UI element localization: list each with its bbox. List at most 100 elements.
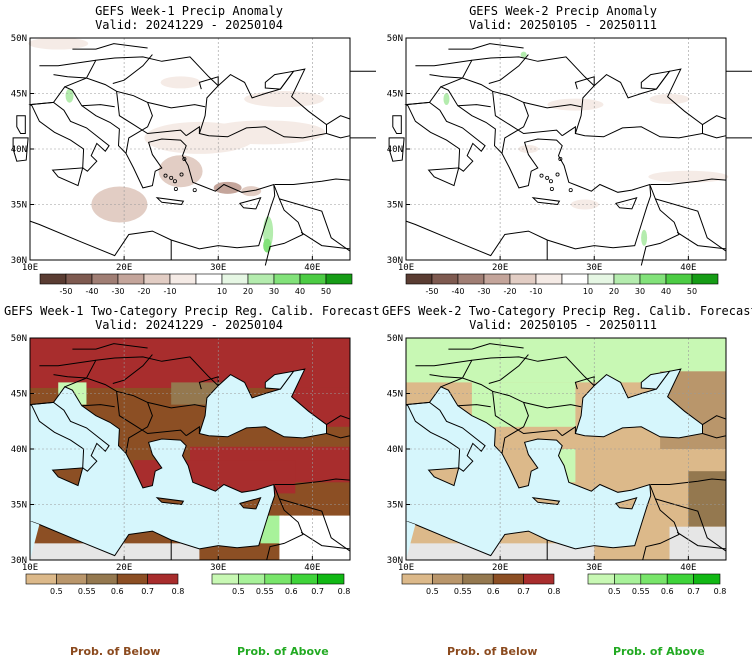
colorbar-swatch	[91, 273, 119, 285]
lon-label: 40E	[680, 263, 696, 270]
colorbar-label: 0.5	[50, 587, 63, 596]
colorbar-label: 0.55	[78, 587, 96, 596]
colorbar-label: -30	[111, 287, 124, 296]
panel3-valid: Valid: 20241229 - 20250104	[95, 318, 283, 332]
colorbar-swatch	[39, 273, 67, 285]
colorbar-swatch	[211, 573, 239, 585]
colorbar-label: 0.7	[517, 587, 530, 596]
colorbar-label: 50	[321, 287, 331, 296]
colorbar-swatch	[116, 573, 148, 585]
lat-label: 45N	[11, 390, 27, 400]
colorbar-label: 0.8	[714, 587, 727, 596]
lon-label: 20E	[492, 263, 508, 270]
prob-below-label-left: Prob. of Below	[70, 645, 161, 658]
colorbar-label: 0.7	[141, 587, 154, 596]
colorbar-swatch	[325, 273, 353, 285]
lon-label: 30E	[586, 263, 602, 270]
lat-label: 35N	[11, 501, 27, 511]
prob-below-label-right: Prob. of Below	[447, 645, 538, 658]
lat-label: 45N	[11, 90, 27, 100]
lon-label: 40E	[680, 563, 696, 570]
colorbar-swatch	[561, 273, 589, 285]
colorbar-swatch	[195, 273, 223, 285]
colorbar-swatch	[264, 573, 292, 585]
colorbar-swatch	[587, 273, 615, 285]
lat-label: 35N	[387, 201, 403, 211]
panel4-valid: Valid: 20250105 - 20250111	[469, 318, 657, 332]
lon-label: 20E	[492, 563, 508, 570]
colorbar-label: 0.55	[256, 587, 274, 596]
colorbar-swatch	[523, 573, 555, 585]
colorbar-swatch	[299, 273, 327, 285]
colorbar-swatch	[290, 573, 318, 585]
colorbar-label: -20	[137, 287, 150, 296]
anomaly-colorbar-week1: -50 -40 -30 -20 -10 10 20 30 40 50	[39, 273, 353, 296]
lon-label: 10E	[398, 563, 414, 570]
colorbar-label: -30	[477, 287, 490, 296]
colorbar-label: 0.6	[111, 587, 124, 596]
colorbar-swatch	[247, 273, 275, 285]
colorbar-label: 0.7	[311, 587, 324, 596]
colorbar-swatch	[457, 273, 485, 285]
lat-label: 30N	[387, 256, 403, 266]
colorbar-swatch	[431, 273, 459, 285]
colorbar-label: 20	[609, 287, 619, 296]
lat-label: 40N	[387, 445, 403, 455]
colorbar-label: 0.8	[338, 587, 351, 596]
prob-above-label-right: Prob. of Above	[613, 645, 705, 658]
lat-label: 30N	[11, 256, 27, 266]
prob-above-label-left: Prob. of Above	[237, 645, 329, 658]
lon-label: 20E	[116, 263, 132, 270]
colorbar-swatch	[462, 573, 494, 585]
lat-label: 40N	[387, 145, 403, 155]
prob-colorbars-week1: 0.5 0.55 0.6 0.7 0.8 0.5 0.55 0.6 0.7 0.8	[25, 573, 351, 596]
colorbar-swatch	[666, 573, 694, 585]
colorbar-swatch	[273, 273, 301, 285]
colorbar-swatch	[401, 573, 433, 585]
lat-label: 50N	[11, 34, 27, 44]
colorbar-swatch	[317, 573, 345, 585]
colorbar-swatch	[492, 573, 524, 585]
prob-colorbars-week2: 0.5 0.55 0.6 0.7 0.8 0.5 0.55 0.6 0.7 0.8	[401, 573, 727, 596]
panel3-title: GEFS Week-1 Two-Category Precip Reg. Cal…	[4, 304, 380, 318]
colorbar-swatch	[56, 573, 88, 585]
colorbar-label: 0.6	[285, 587, 298, 596]
colorbar-swatch	[432, 573, 464, 585]
lat-label: 30N	[11, 556, 27, 566]
lon-label: 30E	[210, 263, 226, 270]
colorbar-label: 0.8	[172, 587, 185, 596]
lat-label: 45N	[387, 90, 403, 100]
colorbar-swatch	[509, 273, 537, 285]
panel2-title: GEFS Week-2 Precip Anomaly	[469, 4, 657, 18]
week1-anomaly-map: 30N 35N 40N 45N 50N 10E 20E 30E 40E	[11, 34, 376, 270]
colorbar-label: 0.8	[548, 587, 561, 596]
lon-label: 40E	[304, 563, 320, 570]
lat-label: 35N	[11, 201, 27, 211]
colorbar-label: -40	[85, 287, 98, 296]
colorbar-label: -20	[503, 287, 516, 296]
colorbar-swatch	[693, 573, 721, 585]
lat-label: 30N	[387, 556, 403, 566]
colorbar-label: 0.55	[632, 587, 650, 596]
colorbar-label: 40	[295, 287, 305, 296]
colorbar-swatch	[665, 273, 693, 285]
lon-label: 20E	[116, 563, 132, 570]
colorbar-swatch	[691, 273, 719, 285]
lat-label: 50N	[11, 334, 27, 344]
colorbar-swatch	[613, 273, 641, 285]
colorbar-label: 10	[583, 287, 593, 296]
colorbar-swatch	[483, 273, 511, 285]
colorbar-swatch	[405, 273, 433, 285]
colorbar-swatch	[117, 273, 145, 285]
colorbar-label: 40	[661, 287, 671, 296]
lat-label: 50N	[387, 334, 403, 344]
lon-label: 30E	[210, 563, 226, 570]
colorbar-swatch	[614, 573, 642, 585]
colorbar-label: 0.5	[608, 587, 621, 596]
colorbar-swatch	[65, 273, 93, 285]
week2-anomaly-map: 30N 35N 40N 45N 50N 10E 20E 30E 40E	[387, 34, 752, 270]
colorbar-label: 30	[635, 287, 645, 296]
colorbar-swatch	[86, 573, 118, 585]
week1-probability-map: 30N 35N 40N 45N 50N 10E 20E 30E 40E	[11, 334, 351, 570]
colorbar-label: -50	[59, 287, 72, 296]
